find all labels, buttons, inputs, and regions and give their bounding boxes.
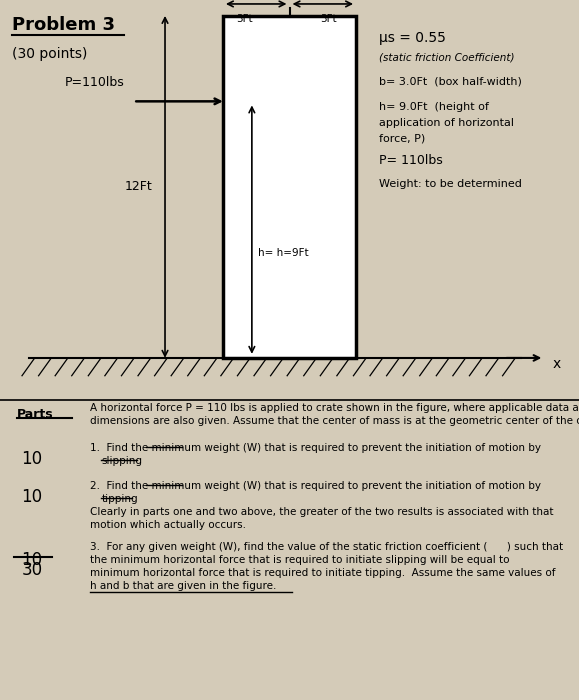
Text: Clearly in parts one and two above, the greater of the two results is associated: Clearly in parts one and two above, the … (90, 507, 554, 530)
Text: 10: 10 (21, 450, 42, 468)
Text: 10: 10 (21, 551, 42, 569)
Text: 3.  For any given weight (W), find the value of the static friction coefficient : 3. For any given weight (W), find the va… (90, 542, 563, 592)
Text: 12Ft: 12Ft (125, 181, 153, 193)
Text: tipping: tipping (101, 494, 138, 505)
Text: h= h=9Ft: h= h=9Ft (258, 248, 308, 258)
Text: x: x (553, 357, 561, 371)
Text: Weight: to be determined: Weight: to be determined (379, 179, 522, 189)
Text: slipping: slipping (101, 456, 142, 466)
Text: Parts: Parts (17, 407, 54, 421)
Text: A horizontal force P = 110 lbs is applied to crate shown in the figure, where ap: A horizontal force P = 110 lbs is applie… (90, 403, 579, 426)
Text: 2.  Find the minimum weight (W) that is required to prevent the initiation of mo: 2. Find the minimum weight (W) that is r… (90, 481, 541, 491)
Text: 3Ft: 3Ft (320, 14, 337, 24)
Text: 1.  Find the minimum weight (W) that is required to prevent the initiation of mo: 1. Find the minimum weight (W) that is r… (90, 442, 541, 453)
Text: force, P): force, P) (379, 134, 426, 143)
Text: b= 3.0Ft  (box half-width): b= 3.0Ft (box half-width) (379, 76, 522, 86)
Text: μs = 0.55: μs = 0.55 (379, 31, 446, 45)
Text: 10: 10 (21, 489, 42, 506)
Text: Problem 3: Problem 3 (12, 16, 115, 34)
Text: application of horizontal: application of horizontal (379, 118, 514, 127)
Text: P=110lbs: P=110lbs (65, 76, 124, 88)
Text: (static friction Coefficient): (static friction Coefficient) (379, 52, 515, 62)
Text: 3Ft: 3Ft (236, 14, 253, 24)
Text: 30: 30 (21, 561, 42, 580)
Text: h= 9.0Ft  (height of: h= 9.0Ft (height of (379, 102, 489, 112)
Text: (30 points): (30 points) (12, 48, 87, 62)
Text: P= 110lbs: P= 110lbs (379, 154, 443, 167)
Bar (223, 16, 356, 358)
